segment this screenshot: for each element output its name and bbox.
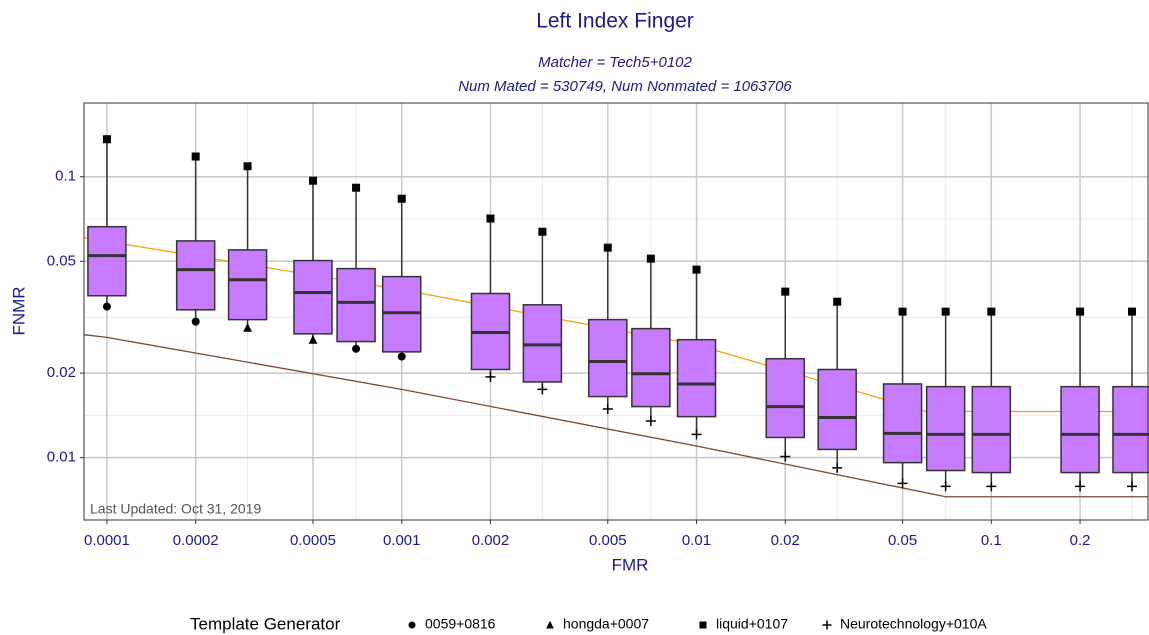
box [1112, 385, 1149, 474]
marker [308, 334, 318, 344]
box [765, 357, 806, 439]
box [588, 318, 628, 398]
marker [940, 481, 951, 492]
box [381, 275, 422, 353]
x-tick-label: 0.001 [383, 532, 421, 549]
marker [897, 478, 908, 489]
marker [191, 317, 200, 326]
legend-label: liquid+0107 [716, 616, 788, 632]
x-tick-label: 0.005 [589, 532, 627, 549]
legend-label: Neurotechnology+010A [840, 616, 987, 632]
marker [538, 227, 547, 236]
marker [987, 307, 996, 316]
marker [352, 344, 361, 353]
box [676, 338, 717, 418]
marker [397, 352, 406, 361]
marker [781, 287, 790, 296]
marker [692, 265, 701, 274]
y-tick-label: 0.02 [47, 364, 76, 381]
panel-border [83, 102, 1149, 521]
box [227, 249, 268, 321]
marker [603, 243, 612, 252]
marker [102, 135, 111, 144]
marker [780, 451, 791, 462]
marker [485, 371, 496, 382]
box [522, 304, 563, 383]
box [175, 240, 216, 311]
x-tick-label: 0.0005 [290, 532, 336, 549]
marker [1126, 481, 1137, 492]
marker [537, 384, 548, 395]
x-tick-label: 0.1 [981, 532, 1002, 549]
x-tick-label: 0.0002 [173, 532, 219, 549]
marker [1075, 481, 1086, 492]
marker [546, 620, 554, 629]
marker [699, 621, 707, 629]
marker [243, 322, 252, 332]
marker [822, 620, 832, 630]
line [83, 334, 1148, 498]
marker [243, 162, 252, 171]
box [293, 259, 333, 335]
x-tick-label: 0.05 [888, 532, 917, 549]
marker [1127, 307, 1136, 316]
y-tick-label: 0.01 [47, 449, 76, 466]
x-tick-label: 0.01 [682, 532, 711, 549]
legend-title: Template Generator [190, 614, 341, 633]
marker [191, 152, 200, 161]
x-tick-label: 0.2 [1070, 532, 1091, 549]
marker [486, 214, 495, 223]
box [87, 225, 127, 297]
marker [1076, 307, 1085, 316]
box [882, 383, 923, 464]
marker [308, 176, 317, 185]
marker [898, 307, 907, 316]
box [925, 385, 966, 472]
marker [941, 307, 950, 316]
y-tick-label: 0.1 [55, 168, 76, 185]
x-tick-label: 0.0001 [84, 532, 130, 549]
legend-label: 0059+0816 [425, 616, 496, 632]
y-tick-label: 0.05 [47, 252, 76, 269]
marker [832, 462, 843, 473]
x-tick-label: 0.002 [472, 532, 510, 549]
box [817, 368, 857, 451]
box [1060, 385, 1100, 474]
legend-label: hongda+0007 [563, 616, 649, 632]
chart-subtitle: Num Mated = 530749, Num Nonmated = 10637… [458, 78, 792, 95]
marker [408, 621, 416, 629]
chart-title: Left Index Finger [536, 10, 694, 33]
marker [397, 194, 406, 203]
marker [645, 416, 656, 427]
box [631, 327, 671, 408]
marker [352, 183, 361, 192]
box [336, 267, 376, 343]
marker [102, 302, 111, 311]
marker [646, 254, 655, 263]
chart-subtitle: Matcher = Tech5+0102 [538, 54, 692, 71]
x-tick-label: 0.02 [771, 532, 800, 549]
marker [833, 297, 842, 306]
x-axis-title: FMR [612, 555, 649, 574]
marker [602, 404, 613, 415]
y-axis-title: FNMR [9, 286, 28, 335]
marker [986, 481, 997, 492]
box [971, 385, 1012, 474]
annotation: Last Updated: Oct 31, 2019 [90, 501, 261, 517]
marker [691, 429, 702, 440]
